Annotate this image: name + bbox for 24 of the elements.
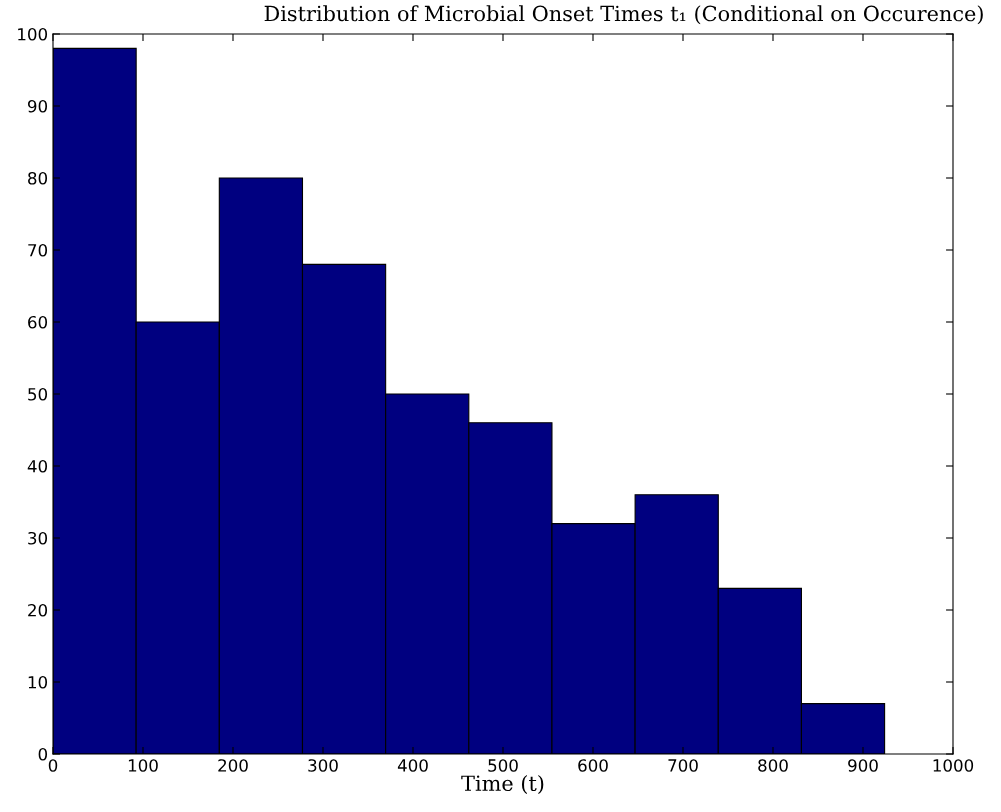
- x-axis-title: Time (t): [461, 774, 544, 795]
- x-tick-label: 1000: [933, 759, 974, 772]
- chart-title: Distribution of Microbial Onset Times t₁ (Conditional on Occurence): [264, 5, 983, 25]
- x-tick-label: 900: [848, 759, 878, 772]
- y-tick-label: 50: [28, 387, 48, 401]
- y-tick-label: 40: [27, 459, 48, 473]
- x-tick-label: 400: [397, 759, 428, 772]
- x-tick-label: 500: [488, 759, 518, 772]
- y-tick-label: 0: [38, 747, 48, 761]
- y-tick-label: 90: [27, 99, 48, 113]
- x-tick-label: 100: [128, 759, 158, 772]
- x-tick-label: 700: [668, 759, 698, 772]
- x-tick-label: 200: [218, 759, 248, 772]
- y-tick-label: 30: [28, 531, 48, 545]
- y-tick-label: 20: [28, 603, 48, 617]
- x-tick-label: 300: [308, 759, 338, 772]
- x-tick-label: 600: [578, 759, 608, 772]
- y-tick-label: 100: [18, 27, 48, 41]
- y-tick-label: 80: [28, 171, 48, 185]
- y-tick-label: 10: [28, 675, 48, 689]
- x-tick-label: 800: [758, 759, 788, 772]
- x-tick-label: 0: [48, 759, 58, 772]
- y-tick-label: 70: [28, 243, 48, 257]
- y-tick-label: 60: [28, 315, 48, 329]
